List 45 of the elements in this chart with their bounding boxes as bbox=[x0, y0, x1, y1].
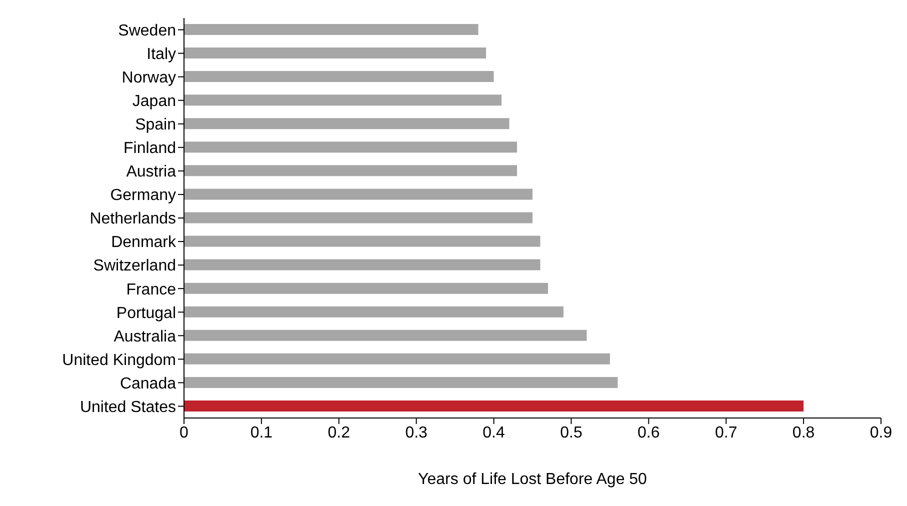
x-tick-label: 0.9 bbox=[870, 424, 892, 442]
x-tick-label: 0.6 bbox=[638, 424, 660, 442]
y-tick-label: Portugal bbox=[116, 304, 176, 322]
y-tick-label: Switzerland bbox=[93, 258, 176, 275]
bar bbox=[184, 24, 478, 35]
y-tick-label: Norway bbox=[122, 70, 176, 87]
x-tick-label: 0.5 bbox=[560, 424, 582, 442]
y-tick-label: United Kingdom bbox=[62, 352, 176, 369]
bar bbox=[184, 118, 510, 130]
y-tick-label: Italy bbox=[146, 46, 176, 63]
y-tick-label: Sweden bbox=[118, 22, 176, 40]
bar bbox=[184, 165, 518, 176]
y-tick-label: Netherlands bbox=[90, 210, 176, 228]
y-tick-label: United States bbox=[80, 398, 176, 416]
bar bbox=[184, 188, 532, 200]
x-tick-label: 0.1 bbox=[250, 424, 273, 442]
y-tick-label: Germany bbox=[110, 187, 176, 204]
y-tick-label: Japan bbox=[132, 93, 176, 110]
y-tick-label: Austria bbox=[126, 164, 176, 181]
x-tick-label: 0.8 bbox=[792, 424, 815, 442]
bar bbox=[184, 94, 502, 106]
y-tick-label: Australia bbox=[114, 328, 176, 346]
bar bbox=[184, 376, 618, 388]
bar bbox=[184, 48, 486, 59]
bar bbox=[184, 330, 587, 341]
bar bbox=[184, 306, 564, 318]
bar bbox=[184, 142, 518, 153]
bar bbox=[184, 212, 532, 224]
x-tick-label: 0.4 bbox=[482, 424, 505, 442]
bar bbox=[184, 71, 494, 82]
y-tick-label: France bbox=[126, 281, 176, 298]
x-tick-label: 0.3 bbox=[405, 424, 428, 442]
x-tick-label: 0 bbox=[180, 424, 189, 442]
bar bbox=[184, 400, 804, 412]
bar bbox=[184, 282, 548, 294]
y-tick-label: Finland bbox=[124, 140, 176, 158]
y-tick-label: Canada bbox=[120, 375, 176, 392]
bar bbox=[184, 236, 540, 247]
x-tick-label: 0.2 bbox=[328, 424, 350, 442]
x-tick-label: 0.7 bbox=[714, 424, 738, 442]
bar bbox=[184, 353, 610, 364]
y-tick-label: Denmark bbox=[111, 234, 177, 252]
x-axis-title: Years of Life Lost Before Age 50 bbox=[418, 471, 648, 488]
bar bbox=[184, 259, 540, 270]
y-tick-label: Spain bbox=[135, 116, 176, 134]
